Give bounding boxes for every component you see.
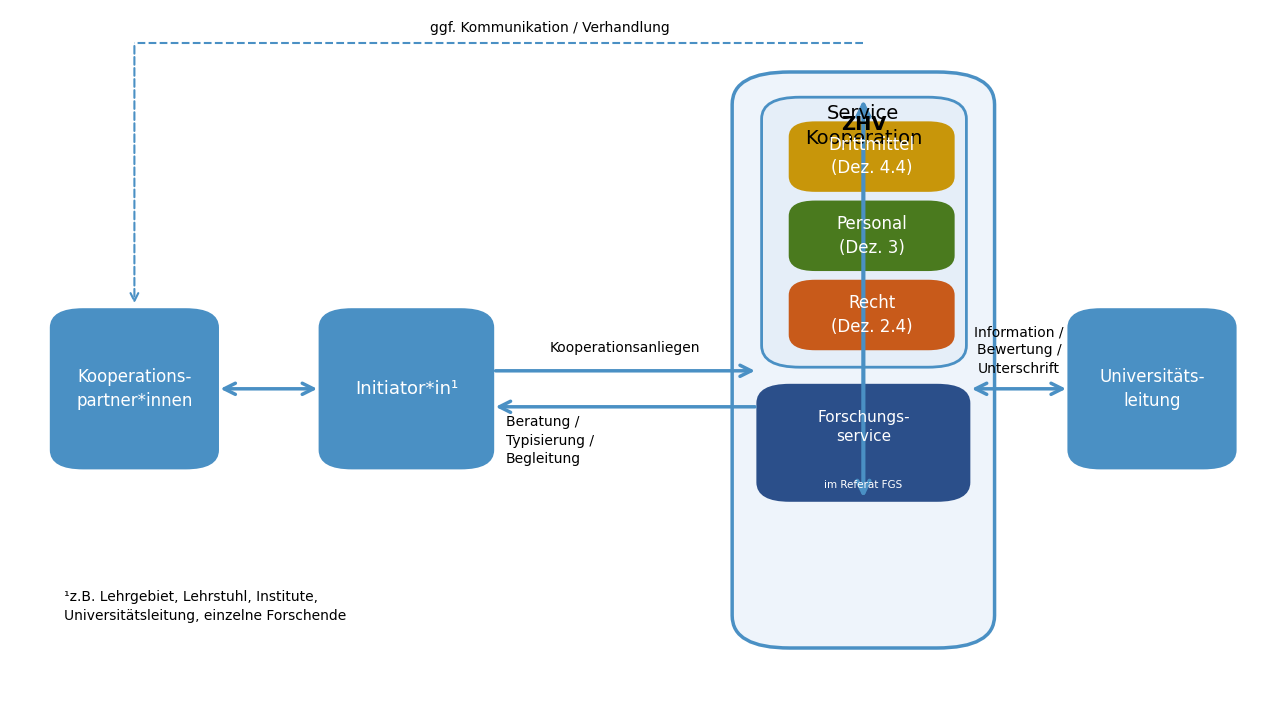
Text: Universitäts-
leitung: Universitäts- leitung — [1100, 368, 1204, 410]
Text: ggf. Kommunikation / Verhandlung: ggf. Kommunikation / Verhandlung — [430, 21, 669, 35]
Text: Kooperationsanliegen: Kooperationsanliegen — [550, 341, 700, 355]
Text: Kooperations-
partner*innen: Kooperations- partner*innen — [77, 368, 192, 410]
FancyBboxPatch shape — [732, 72, 995, 648]
Text: Beratung /
Typisierung /
Begleitung: Beratung / Typisierung / Begleitung — [506, 415, 594, 467]
Text: Service
Kooperation: Service Kooperation — [805, 104, 922, 148]
Text: Personal
(Dez. 3): Personal (Dez. 3) — [836, 215, 908, 256]
FancyBboxPatch shape — [1069, 310, 1235, 468]
Text: ZHV: ZHV — [841, 115, 887, 134]
FancyBboxPatch shape — [320, 310, 493, 468]
Text: Forschungs-
service: Forschungs- service — [817, 410, 910, 444]
Text: ¹z.B. Lehrgebiet, Lehrstuhl, Institute,
Universitätsleitung, einzelne Forschende: ¹z.B. Lehrgebiet, Lehrstuhl, Institute, … — [64, 590, 347, 623]
FancyBboxPatch shape — [51, 310, 218, 468]
Text: Information /
Bewertung /
Unterschrift: Information / Bewertung / Unterschrift — [974, 325, 1064, 376]
Text: Initiator*in¹: Initiator*in¹ — [355, 380, 458, 398]
FancyBboxPatch shape — [790, 202, 954, 270]
Text: Recht
(Dez. 2.4): Recht (Dez. 2.4) — [831, 294, 913, 336]
FancyBboxPatch shape — [758, 385, 969, 500]
Text: Drittmittel
(Dez. 4.4): Drittmittel (Dez. 4.4) — [828, 136, 915, 177]
FancyBboxPatch shape — [790, 122, 954, 191]
FancyBboxPatch shape — [790, 281, 954, 349]
FancyBboxPatch shape — [762, 97, 966, 367]
Text: im Referat FGS: im Referat FGS — [824, 480, 902, 490]
